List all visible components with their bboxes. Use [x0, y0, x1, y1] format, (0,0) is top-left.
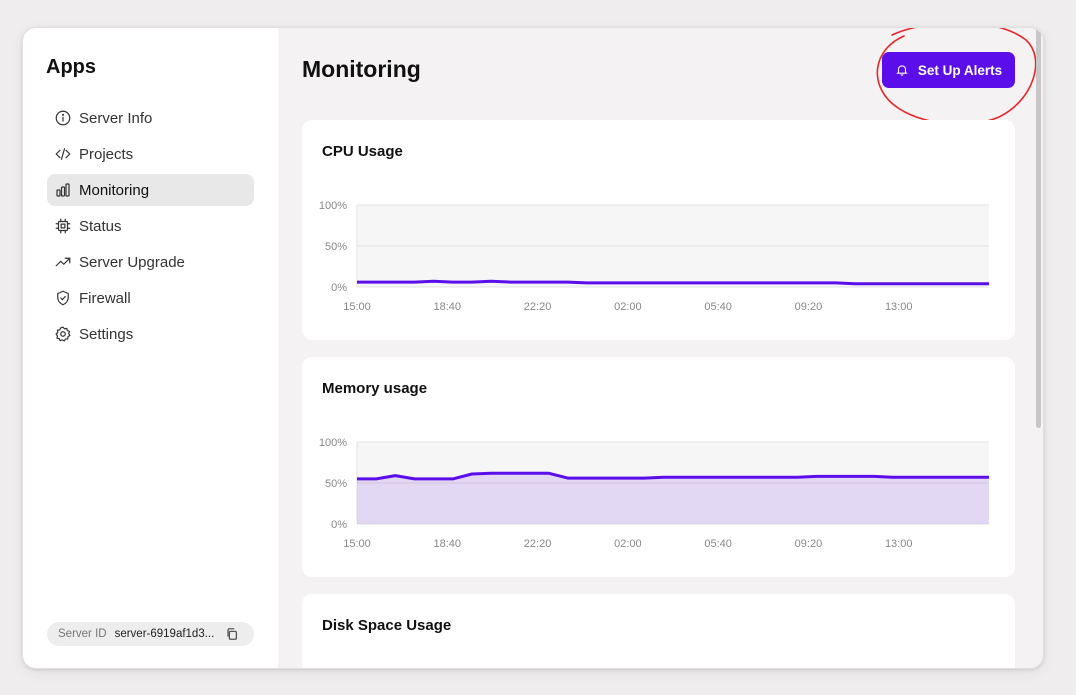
sidebar-item-label: Monitoring [79, 181, 150, 199]
x-tick-label: 15:00 [343, 301, 371, 313]
card-title: Disk Space Usage [322, 617, 452, 634]
x-tick-label: 13:00 [885, 301, 913, 313]
bar-chart-icon [53, 180, 73, 200]
info-icon [53, 108, 73, 128]
card-title: Memory usage [322, 380, 428, 397]
x-tick-label: 18:40 [434, 301, 462, 313]
memory-usage-card: Memory usage 0% 50% 100% 15:00 18:40 22:20 02:… [302, 357, 1015, 577]
sidebar-item-firewall[interactable]: Firewall [47, 282, 254, 314]
sidebar-item-server-upgrade[interactable]: Server Upgrade [47, 246, 254, 278]
sidebar-item-monitoring[interactable]: Monitoring [47, 174, 254, 206]
y-tick-label: 0% [331, 282, 347, 294]
copy-icon[interactable] [225, 627, 239, 641]
chip-icon [53, 216, 73, 236]
y-tick-label: 0% [331, 519, 347, 531]
server-id-pill: Server ID server-6919af1d3... [47, 622, 254, 646]
x-tick-label: 02:00 [614, 538, 642, 550]
sidebar-item-label: Projects [79, 145, 134, 163]
shield-icon [53, 288, 73, 308]
main-content: Monitoring Set Up Alerts CPU Usage 0% 50%… [278, 28, 1043, 668]
sidebar-item-projects[interactable]: Projects [47, 138, 254, 170]
app-window: Apps Server Info Projects Monitoring [22, 27, 1044, 669]
scrollbar-thumb[interactable] [1036, 28, 1041, 428]
series-area [357, 473, 989, 524]
x-tick-label: 05:40 [704, 301, 732, 313]
series-line [357, 279, 989, 286]
code-icon [53, 144, 73, 164]
memory-usage-chart: 0% 50% 100% 15:00 18:40 22:20 02:00 05:40 09:20 1… [319, 437, 989, 550]
sidebar: Apps Server Info Projects Monitoring [23, 28, 278, 668]
trending-up-icon [53, 252, 73, 272]
gear-icon [53, 324, 73, 344]
x-tick-label: 18:40 [434, 538, 462, 550]
page-title: Monitoring [302, 56, 421, 82]
x-tick-label: 13:00 [885, 538, 913, 550]
y-tick-label: 50% [325, 478, 347, 490]
sidebar-item-label: Firewall [79, 289, 131, 307]
x-tick-label: 22:20 [524, 301, 552, 313]
server-id-label: Server ID [58, 628, 107, 640]
sidebar-item-label: Server Upgrade [79, 253, 185, 271]
sidebar-item-server-info[interactable]: Server Info [47, 102, 254, 134]
series-line [357, 471, 989, 481]
y-tick-label: 50% [325, 241, 347, 253]
set-up-alerts-label: Set Up Alerts [917, 62, 1003, 78]
set-up-alerts-button[interactable]: Set Up Alerts [882, 52, 1015, 88]
card-title: CPU Usage [322, 143, 403, 160]
sidebar-item-label: Status [79, 217, 122, 235]
x-tick-label: 22:20 [524, 538, 552, 550]
x-tick-label: 05:40 [704, 538, 732, 550]
x-tick-label: 15:00 [343, 538, 371, 550]
sidebar-item-settings[interactable]: Settings [47, 318, 254, 350]
sidebar-item-label: Settings [79, 325, 134, 343]
x-tick-label: 09:20 [795, 538, 823, 550]
sidebar-title: Apps [46, 56, 96, 78]
y-tick-label: 100% [319, 200, 347, 212]
bell-icon [896, 65, 908, 76]
scrollbar[interactable] [1035, 28, 1043, 668]
sidebar-item-status[interactable]: Status [47, 210, 254, 242]
sidebar-item-label: Server Info [79, 109, 153, 127]
cpu-usage-chart: 0% 50% 100% 15:00 18:40 22:20 02:00 05:40 09:20 1… [319, 200, 989, 313]
x-tick-label: 09:20 [795, 301, 823, 313]
x-tick-label: 02:00 [614, 301, 642, 313]
server-id-value: server-6919af1d3... [114, 628, 215, 640]
cpu-usage-card: CPU Usage 0% 50% 100% 15:00 18:40 22:20 02:00 0… [302, 120, 1015, 340]
sidebar-nav: Server Info Projects Monitoring Status [47, 102, 254, 354]
disk-space-usage-card: Disk Space Usage [302, 594, 1015, 668]
y-tick-label: 100% [319, 437, 347, 449]
